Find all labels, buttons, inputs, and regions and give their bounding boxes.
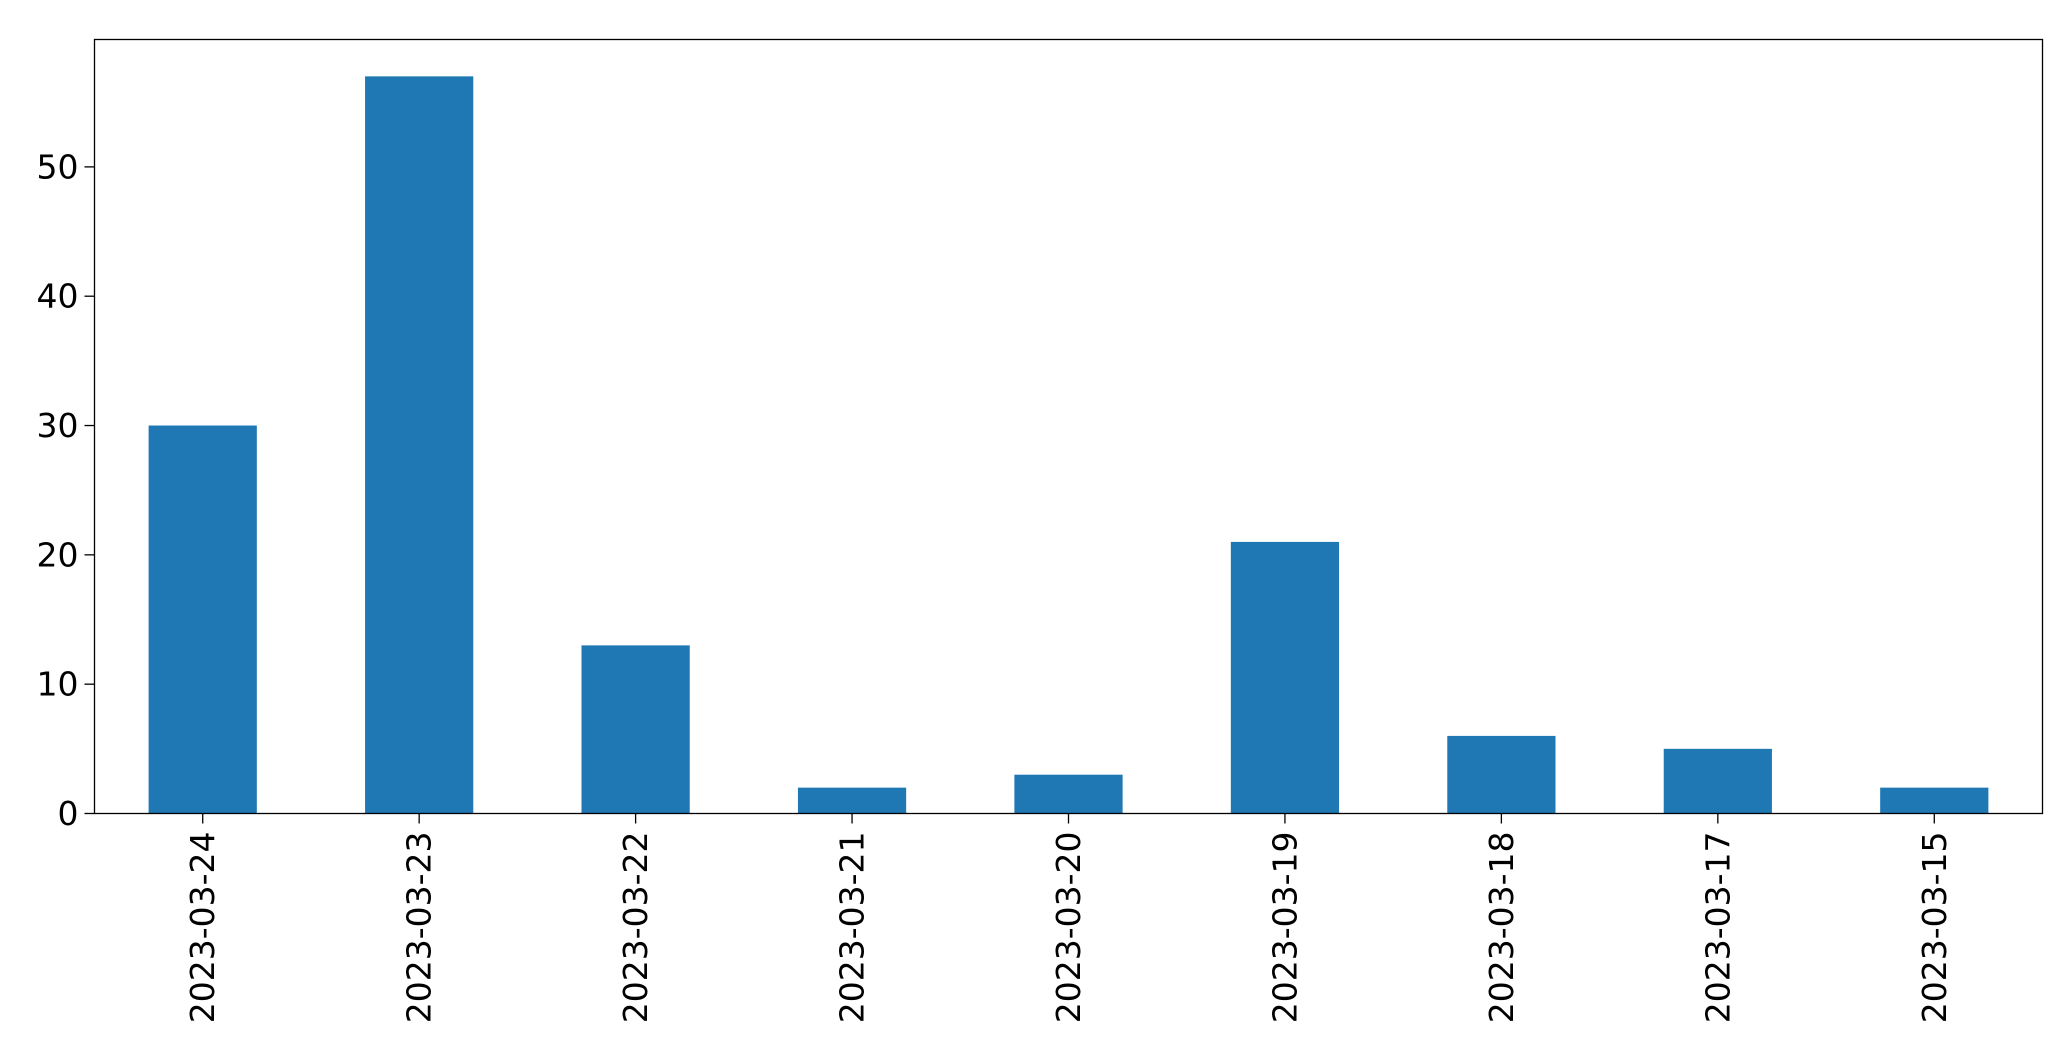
bar-2023-03-17 <box>1663 748 1772 814</box>
x-tick-label: 2023-03-19 <box>1265 832 1304 1024</box>
bar-2023-03-23 <box>365 76 474 814</box>
y-tick-label: 50 <box>37 147 79 186</box>
x-tick-label: 2023-03-22 <box>616 832 655 1024</box>
x-tick-label: 2023-03-23 <box>400 832 439 1024</box>
x-tick-label: 2023-03-17 <box>1698 832 1737 1024</box>
y-tick-label: 20 <box>37 535 79 574</box>
x-tick-label: 2023-03-20 <box>1049 832 1088 1024</box>
x-tick-label: 2023-03-15 <box>1915 832 1954 1024</box>
y-tick-label: 30 <box>37 406 79 445</box>
bar-2023-03-22 <box>581 645 690 814</box>
y-tick-label: 40 <box>37 277 79 316</box>
bar-2023-03-24 <box>148 425 257 814</box>
bar-2023-03-20 <box>1014 774 1123 814</box>
plot-frame <box>93 38 2044 815</box>
x-tick-label: 2023-03-24 <box>183 832 222 1024</box>
bar-2023-03-15 <box>1880 787 1989 814</box>
x-tick-label: 2023-03-18 <box>1482 832 1521 1024</box>
x-axis: 2023-03-24 2023-03-23 2023-03-22 2023-03-21… <box>183 813 1954 1024</box>
bars-group <box>148 76 1989 814</box>
bar-2023-03-19 <box>1230 541 1340 814</box>
y-tick-label: 10 <box>37 665 79 704</box>
y-tick-label: 0 <box>58 794 79 833</box>
bar-2023-03-18 <box>1447 735 1556 814</box>
x-tick-label: 2023-03-21 <box>833 832 872 1024</box>
y-axis: 0 10 20 30 40 50 <box>37 147 95 833</box>
bar-2023-03-21 <box>797 787 907 814</box>
